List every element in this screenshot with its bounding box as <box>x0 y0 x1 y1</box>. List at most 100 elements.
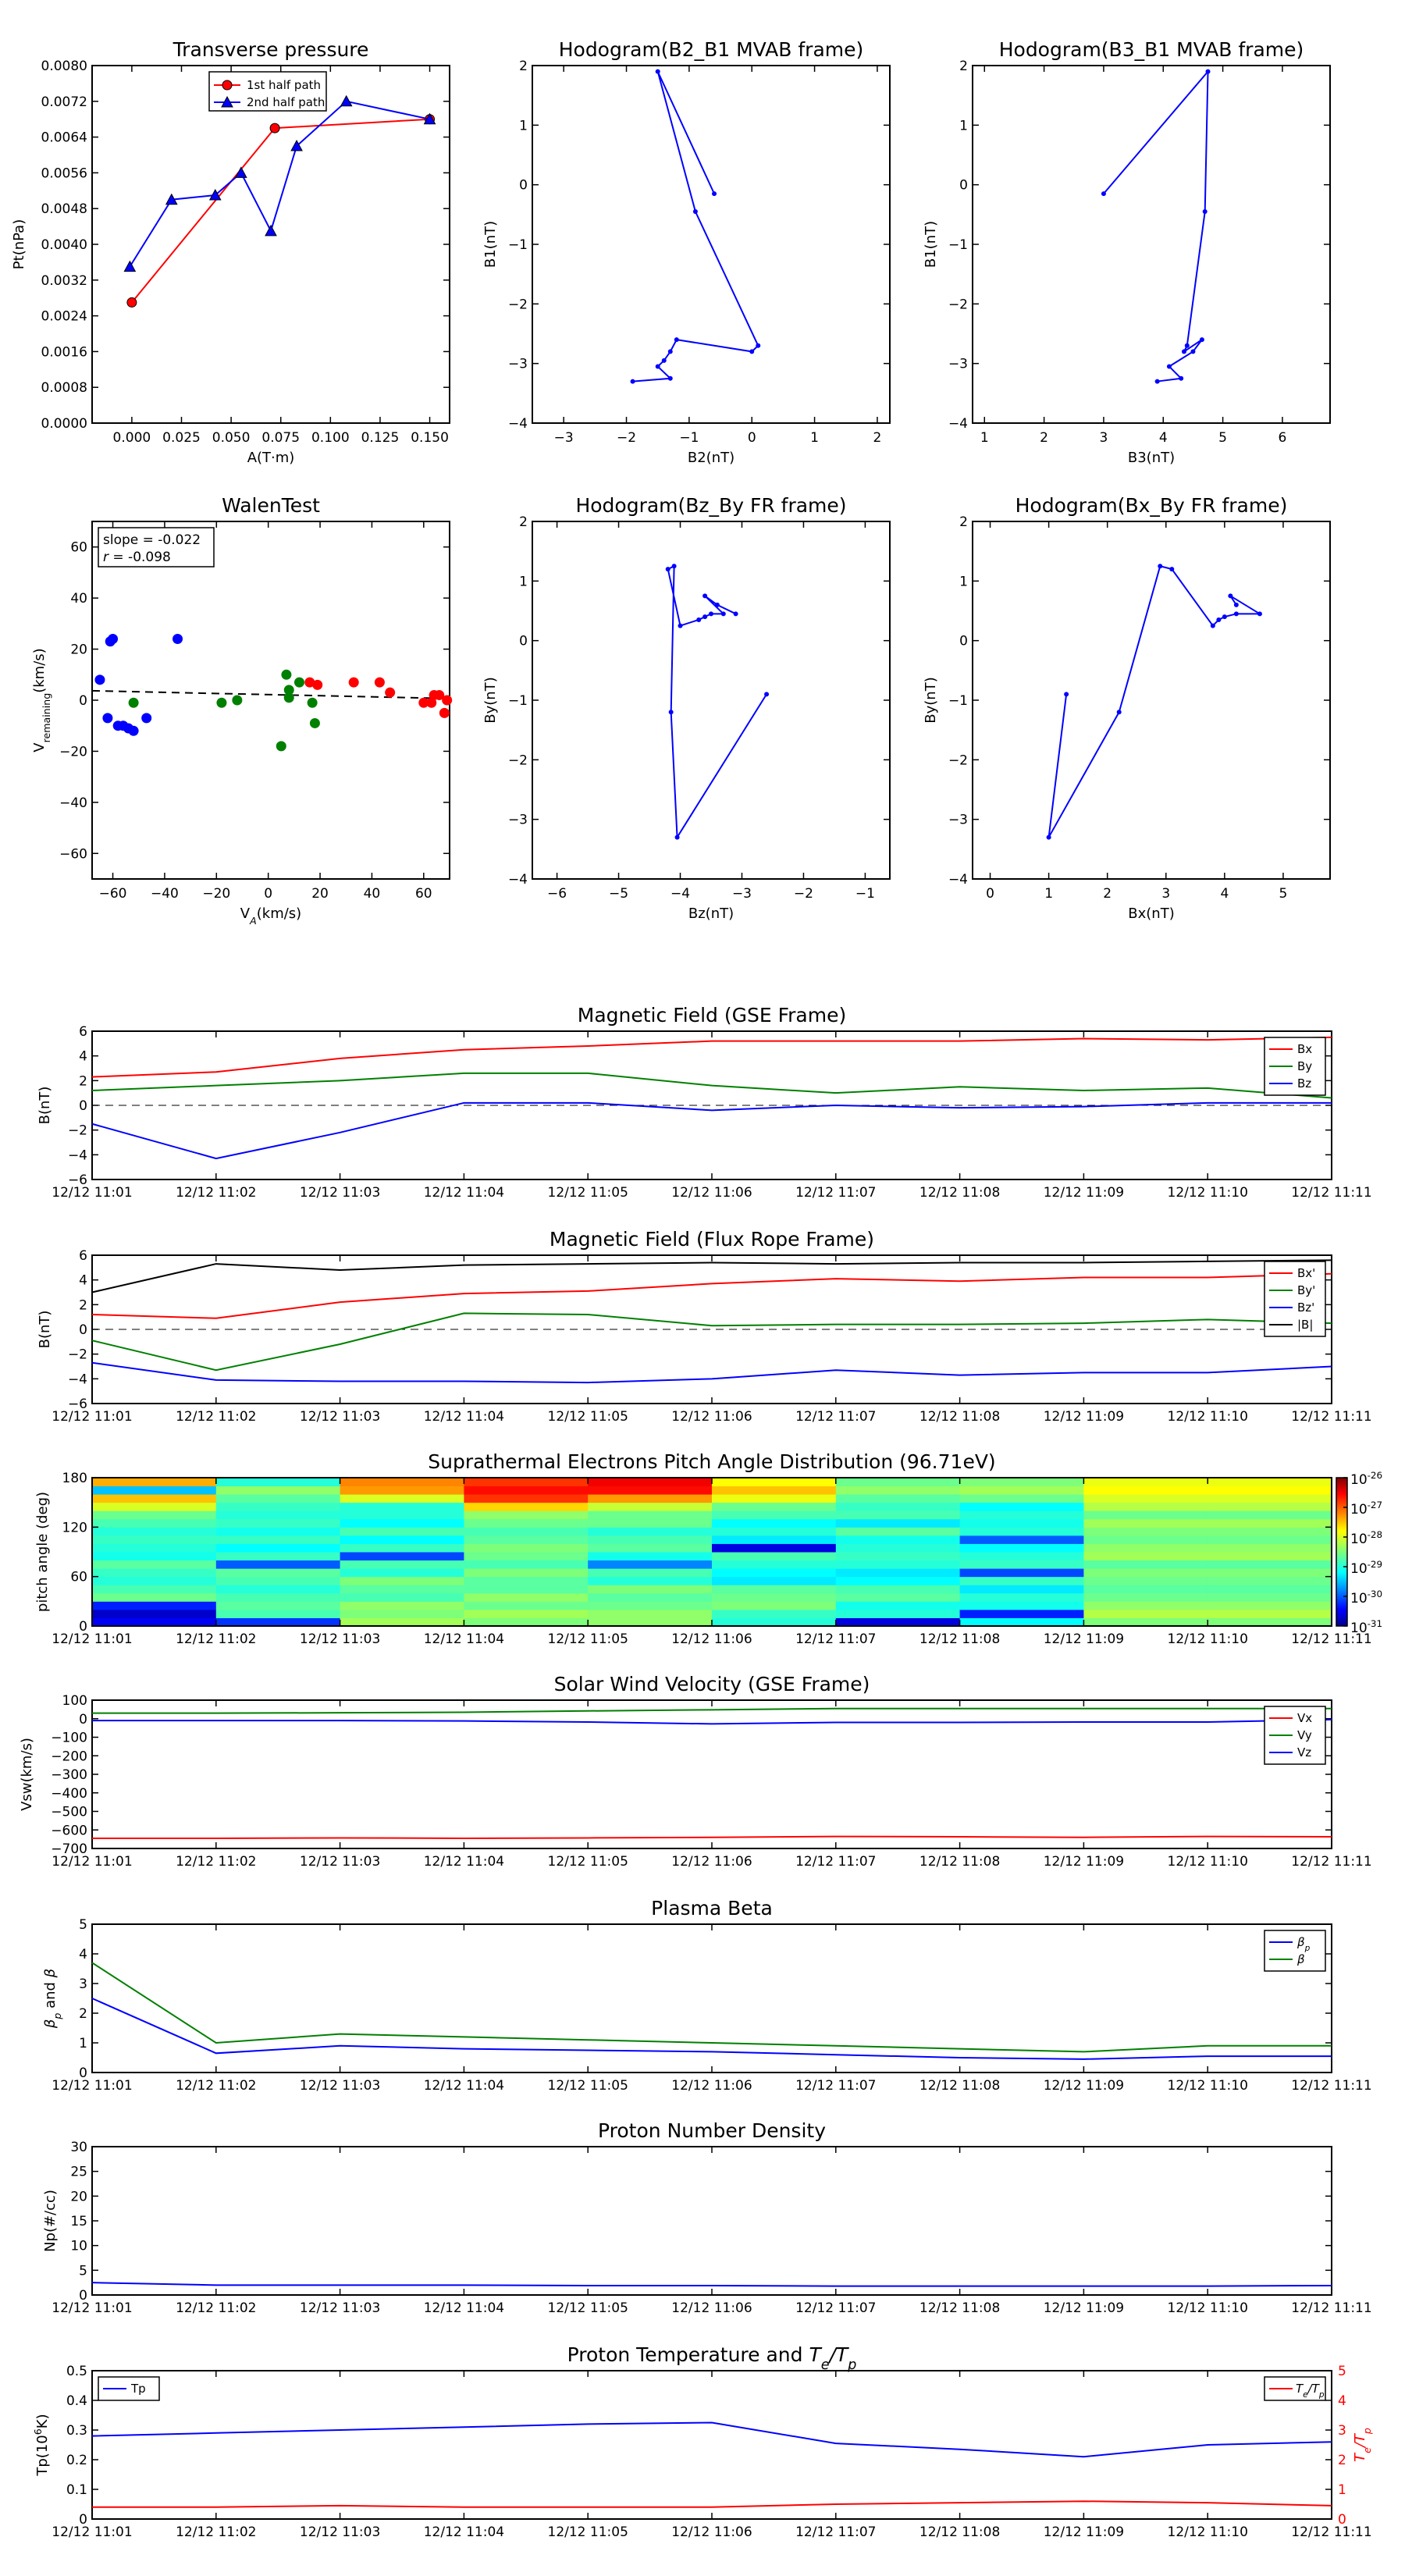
chart-title: Plasma Beta <box>651 1897 773 1920</box>
x-tick-label: 12/12 11:02 <box>176 1854 256 1870</box>
transverse_pressure-panel: Transverse pressure 0.000 0.025 0.050 0.075 0… <box>11 38 450 466</box>
heatmap-cell <box>712 1609 837 1618</box>
data-point <box>304 677 315 688</box>
y-tick-label: 25 <box>70 2165 87 2180</box>
y-tick-label: 0 <box>959 178 968 194</box>
y-tick-label: 20 <box>70 642 87 658</box>
y-tick-label: 1 <box>519 574 528 589</box>
y-tick-label: −1 <box>948 693 968 709</box>
x-tick-label: 12/12 11:03 <box>300 1185 380 1201</box>
heatmap-cell <box>712 1617 837 1627</box>
heatmap-cell <box>215 1576 341 1585</box>
y-tick-label: −2 <box>68 1347 87 1363</box>
y-axis-label: βp and β <box>42 1969 63 2029</box>
x-tick-label: 12/12 11:08 <box>919 2524 1000 2540</box>
heatmap-cell <box>464 1494 589 1503</box>
y-tick-label: 10 <box>70 2239 87 2254</box>
right-y-tick-label: 1 <box>1338 2482 1346 2498</box>
heatmap-cell <box>1083 1527 1208 1536</box>
y-tick-label: −700 <box>51 1841 87 1857</box>
heatmap-cell <box>959 1527 1084 1536</box>
series-line-value <box>91 2282 1332 2287</box>
x-tick-label: 12/12 11:07 <box>795 1631 876 1647</box>
heatmap-cell <box>712 1601 837 1610</box>
data-point <box>671 564 677 569</box>
y-tick-label: 180 <box>62 1471 87 1486</box>
x-tick-label: 12/12 11:08 <box>919 1631 1000 1647</box>
heatmap-cell <box>340 1494 464 1503</box>
heatmap-cell <box>1083 1617 1208 1627</box>
y-tick-label: −4 <box>948 416 968 432</box>
right-y-tick-label: 2 <box>1338 2453 1346 2468</box>
heatmap-cell <box>835 1510 961 1520</box>
x-axis-label: Bz(nT) <box>688 906 734 922</box>
x-tick-label: 0.075 <box>261 430 300 446</box>
heatmap-cell <box>835 1601 961 1610</box>
y-tick-label: 0.0016 <box>41 344 87 360</box>
legend-label: βp <box>1297 1935 1311 1953</box>
heatmap-cell <box>1208 1543 1332 1553</box>
series-line-0 <box>131 118 430 304</box>
data-point <box>630 379 635 384</box>
heatmap-cell <box>835 1568 961 1578</box>
heatmap-cell <box>712 1552 837 1561</box>
transverse_pressure-plot-frame <box>91 65 450 424</box>
heatmap-cell <box>340 1576 464 1585</box>
y-tick-label: 60 <box>70 1570 87 1585</box>
data-point <box>418 697 429 708</box>
x-tick-label: 12/12 11:07 <box>795 1185 876 1201</box>
x-tick-label: 12/12 11:10 <box>1168 2300 1248 2316</box>
heatmap-cell <box>92 1518 217 1528</box>
y-tick-label: −4 <box>948 872 968 888</box>
heatmap-cell <box>464 1535 589 1544</box>
data-point <box>655 69 660 74</box>
x-axis-label: B2(nT) <box>688 450 735 466</box>
y-tick-label: 100 <box>62 1693 87 1709</box>
series-line--p <box>91 1998 1332 2060</box>
data-point <box>655 364 660 369</box>
heatmap-cell <box>712 1527 837 1536</box>
x-tick-label: 0.000 <box>113 430 151 446</box>
x-tick-label: 0 <box>748 430 756 446</box>
heatmap-cell <box>1208 1576 1332 1585</box>
heatmap-cell <box>92 1543 217 1553</box>
proton_temperature-panel: Proton Temperature and Te/Tp 12/12 11:01 1… <box>32 2343 1373 2540</box>
data-point <box>709 611 713 617</box>
y-tick-label: 0.0008 <box>41 380 87 396</box>
x-tick-label: 12/12 11:02 <box>176 1185 256 1201</box>
data-point <box>667 375 673 381</box>
legend-label: Vx <box>1297 1711 1312 1725</box>
heatmap-cell <box>215 1568 341 1578</box>
legend-label: |B| <box>1297 1318 1313 1332</box>
heatmap-cell <box>588 1552 713 1561</box>
x-tick-label: 12/12 11:11 <box>1291 2300 1371 2316</box>
legend-label: Bx' <box>1297 1266 1315 1280</box>
x-tick-label: 12/12 11:03 <box>300 1409 380 1425</box>
heatmap-cell <box>1083 1592 1208 1602</box>
x-tick-label: 60 <box>415 886 432 902</box>
heatmap-cell <box>835 1502 961 1511</box>
heatmap-cell <box>835 1609 961 1618</box>
heatmap-cell <box>340 1518 464 1528</box>
heatmap-cell <box>1208 1494 1332 1503</box>
legend-marker <box>221 95 233 108</box>
heatmap-cell <box>92 1568 217 1578</box>
heatmap-cell <box>959 1576 1084 1585</box>
heatmap-cell <box>464 1502 589 1511</box>
x-tick-label: 12/12 11:06 <box>671 2078 752 2094</box>
data-point <box>108 633 119 644</box>
x-tick-label: 12/12 11:05 <box>548 1631 628 1647</box>
data-point <box>1190 349 1196 354</box>
heatmap-cell <box>959 1478 1084 1487</box>
x-tick-label: 12/12 11:04 <box>424 1409 504 1425</box>
x-tick-label: 2 <box>1040 430 1048 446</box>
x-tick-label: 12/12 11:08 <box>919 2300 1000 2316</box>
y-tick-label: −4 <box>68 1147 87 1163</box>
walen_test-plot-frame <box>91 521 450 880</box>
legend <box>1264 1930 1326 1972</box>
x-tick-label: 1 <box>810 430 819 446</box>
heatmap-cell <box>92 1617 217 1627</box>
heatmap-cell <box>959 1502 1084 1511</box>
heatmap-cell <box>835 1527 961 1536</box>
data-point <box>665 567 670 572</box>
